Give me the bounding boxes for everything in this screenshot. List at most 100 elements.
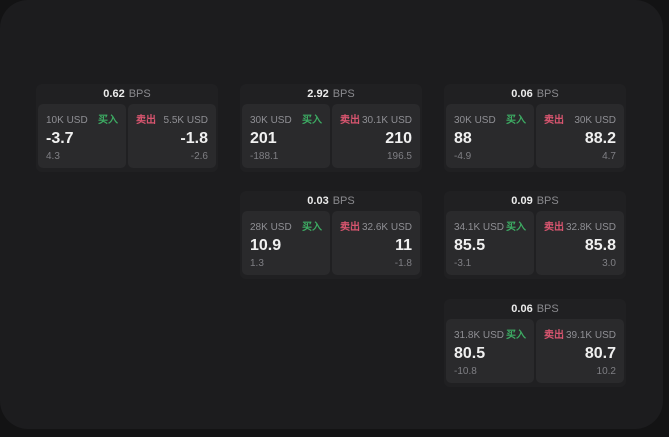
buy-panel[interactable]: 30K USD 买入 88 -4.9 [446, 104, 534, 168]
buy-amount: 28K USD [250, 222, 292, 233]
sell-label-row: 卖出 39.1K USD [544, 326, 616, 341]
sell-side-label[interactable]: 卖出 [544, 330, 564, 341]
sell-side-label[interactable]: 卖出 [340, 222, 360, 233]
buy-amount: 31.8K USD [454, 330, 505, 341]
sell-amount: 5.5K USD [163, 115, 208, 126]
buy-panel[interactable]: 10K USD 买入 -3.7 4.3 [38, 104, 126, 168]
buy-side-label[interactable]: 买入 [506, 222, 526, 233]
quote-panels: 10K USD 买入 -3.7 4.3 卖出 5.5K USD -1.8 -2.… [36, 104, 218, 170]
sell-amount: 32.8K USD [565, 222, 616, 233]
bps-value: 0.09 [511, 195, 533, 207]
bps-value: 0.62 [103, 88, 125, 100]
bps-header: 0.62 BPS [36, 84, 218, 104]
buy-label-row: 30K USD 买入 [250, 111, 322, 126]
sell-price: -1.8 [180, 130, 208, 147]
sell-label-row: 卖出 32.8K USD [544, 218, 616, 233]
bps-suffix-label: BPS [536, 195, 559, 207]
buy-panel[interactable]: 30K USD 买入 201 -188.1 [242, 104, 330, 168]
buy-label-row: 28K USD 买入 [250, 218, 322, 233]
sell-panel[interactable]: 卖出 32.6K USD 11 -1.8 [332, 211, 420, 275]
buy-label-row: 30K USD 买入 [454, 111, 526, 126]
sell-sub-value: -1.8 [394, 258, 412, 269]
bps-value: 0.06 [511, 88, 533, 100]
sell-sub-value: 10.2 [596, 366, 616, 377]
quote-panels: 30K USD 买入 201 -188.1 卖出 30.1K USD 210 1… [240, 104, 422, 170]
sell-amount: 30.1K USD [361, 115, 412, 126]
buy-sub-value: -4.9 [454, 151, 472, 162]
quote-card[interactable]: 0.06 BPS 31.8K USD 买入 80.5 -10.8 卖出 39.1… [444, 299, 626, 387]
buy-price: 85.5 [454, 237, 486, 254]
sell-side-label[interactable]: 卖出 [544, 222, 564, 233]
bps-suffix-label: BPS [332, 88, 355, 100]
bps-suffix-label: BPS [128, 88, 151, 100]
sell-amount: 32.6K USD [361, 222, 412, 233]
quote-panels: 28K USD 买入 10.9 1.3 卖出 32.6K USD 11 -1.8 [240, 211, 422, 277]
buy-label-row: 31.8K USD 买入 [454, 326, 526, 341]
buy-panel[interactable]: 28K USD 买入 10.9 1.3 [242, 211, 330, 275]
bps-header: 0.09 BPS [444, 191, 626, 211]
bps-suffix-label: BPS [536, 303, 559, 315]
buy-side-label[interactable]: 买入 [98, 115, 118, 126]
buy-sub-value: -10.8 [454, 366, 477, 377]
buy-price: 88 [454, 130, 472, 147]
buy-price: -3.7 [46, 130, 74, 147]
buy-sub-value: 1.3 [250, 258, 264, 269]
sell-amount: 39.1K USD [565, 330, 616, 341]
bps-suffix-label: BPS [536, 88, 559, 100]
sell-price: 80.7 [584, 345, 616, 362]
sell-sub-value: 4.7 [602, 151, 616, 162]
sell-panel[interactable]: 卖出 32.8K USD 85.8 3.0 [536, 211, 624, 275]
sell-side-label[interactable]: 卖出 [340, 115, 360, 126]
buy-side-label[interactable]: 买入 [302, 222, 322, 233]
quote-card[interactable]: 2.92 BPS 30K USD 买入 201 -188.1 卖出 30.1K … [240, 84, 422, 172]
sell-label-row: 卖出 30K USD [544, 111, 616, 126]
sell-panel[interactable]: 卖出 30K USD 88.2 4.7 [536, 104, 624, 168]
bps-header: 0.06 BPS [444, 299, 626, 319]
buy-amount: 30K USD [250, 115, 292, 126]
buy-panel[interactable]: 31.8K USD 买入 80.5 -10.8 [446, 319, 534, 383]
sell-panel[interactable]: 卖出 30.1K USD 210 196.5 [332, 104, 420, 168]
buy-amount: 34.1K USD [454, 222, 505, 233]
bps-value: 0.03 [307, 195, 329, 207]
bps-header: 0.06 BPS [444, 84, 626, 104]
buy-price: 10.9 [250, 237, 282, 254]
bps-suffix-label: BPS [332, 195, 355, 207]
sell-panel[interactable]: 卖出 39.1K USD 80.7 10.2 [536, 319, 624, 383]
buy-label-row: 34.1K USD 买入 [454, 218, 526, 233]
buy-panel[interactable]: 34.1K USD 买入 85.5 -3.1 [446, 211, 534, 275]
quote-panels: 31.8K USD 买入 80.5 -10.8 卖出 39.1K USD 80.… [444, 319, 626, 385]
main-panel: 0.62 BPS 10K USD 买入 -3.7 4.3 卖出 5.5K USD… [36, 84, 626, 387]
buy-sub-value: 4.3 [46, 151, 60, 162]
sell-label-row: 卖出 30.1K USD [340, 111, 412, 126]
buy-amount: 30K USD [454, 115, 496, 126]
quote-card[interactable]: 0.09 BPS 34.1K USD 买入 85.5 -3.1 卖出 32.8K… [444, 191, 626, 279]
buy-label-row: 10K USD 买入 [46, 111, 118, 126]
sell-price: 85.8 [584, 237, 616, 254]
bps-value: 2.92 [307, 88, 329, 100]
buy-amount: 10K USD [46, 115, 88, 126]
sell-side-label[interactable]: 卖出 [544, 115, 564, 126]
sell-label-row: 卖出 5.5K USD [136, 111, 208, 126]
sell-price: 210 [385, 130, 412, 147]
buy-price: 80.5 [454, 345, 486, 362]
buy-price: 201 [250, 130, 277, 147]
quote-card[interactable]: 0.03 BPS 28K USD 买入 10.9 1.3 卖出 32.6K US… [240, 191, 422, 279]
sell-panel[interactable]: 卖出 5.5K USD -1.8 -2.6 [128, 104, 216, 168]
quote-panels: 34.1K USD 买入 85.5 -3.1 卖出 32.8K USD 85.8… [444, 211, 626, 277]
sell-price: 88.2 [584, 130, 616, 147]
quote-panels: 30K USD 买入 88 -4.9 卖出 30K USD 88.2 4.7 [444, 104, 626, 170]
bps-header: 0.03 BPS [240, 191, 422, 211]
bps-header: 2.92 BPS [240, 84, 422, 104]
sell-sub-value: 3.0 [602, 258, 616, 269]
buy-side-label[interactable]: 买入 [506, 115, 526, 126]
bps-value: 0.06 [511, 303, 533, 315]
sell-side-label[interactable]: 卖出 [136, 115, 156, 126]
sell-sub-value: 196.5 [386, 151, 412, 162]
buy-sub-value: -3.1 [454, 258, 472, 269]
buy-side-label[interactable]: 买入 [302, 115, 322, 126]
sell-sub-value: -2.6 [190, 151, 208, 162]
quote-card[interactable]: 0.62 BPS 10K USD 买入 -3.7 4.3 卖出 5.5K USD… [36, 84, 218, 172]
quote-card[interactable]: 0.06 BPS 30K USD 买入 88 -4.9 卖出 30K USD 8… [444, 84, 626, 172]
sell-amount: 30K USD [574, 115, 616, 126]
buy-side-label[interactable]: 买入 [506, 330, 526, 341]
